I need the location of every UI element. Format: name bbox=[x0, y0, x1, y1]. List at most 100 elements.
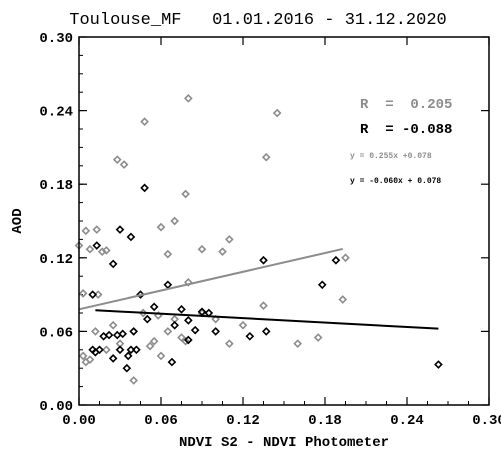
data-point bbox=[261, 152, 271, 162]
data-point bbox=[317, 280, 327, 290]
data-point bbox=[78, 289, 88, 298]
y-tick-label: 0.30 bbox=[39, 31, 73, 47]
x-tick-label: 0.24 bbox=[390, 413, 424, 429]
data-point bbox=[102, 246, 111, 255]
data-point bbox=[190, 325, 200, 335]
tick-layer: 0.00 0.06 0.12 0.18 0.24 0.30 0.00 0.06 0.12 0.18… bbox=[39, 31, 501, 429]
y-tick-label: 0.00 bbox=[39, 399, 73, 415]
data-point bbox=[149, 302, 159, 312]
x-tick-label: 0.30 bbox=[472, 413, 501, 429]
data-point bbox=[181, 189, 190, 199]
data-point bbox=[112, 155, 122, 164]
data-point bbox=[293, 339, 302, 348]
data-point bbox=[197, 244, 207, 254]
x-tick-label: 0.00 bbox=[62, 413, 96, 429]
data-point bbox=[108, 320, 118, 330]
data-point bbox=[167, 357, 177, 367]
data-point bbox=[225, 339, 234, 348]
regression-layer bbox=[78, 247, 439, 330]
data-point bbox=[145, 341, 155, 351]
x-tick-label: 0.06 bbox=[144, 413, 178, 429]
data-point bbox=[434, 360, 443, 369]
data-point bbox=[102, 345, 111, 355]
annotation-eq-gray: y = 0.255x +0.078 bbox=[350, 152, 432, 161]
data-point bbox=[149, 336, 159, 346]
data-point bbox=[313, 333, 323, 342]
x-tick-label: 0.12 bbox=[226, 413, 260, 429]
data-point bbox=[184, 94, 193, 103]
data-point bbox=[126, 345, 136, 355]
data-point bbox=[338, 295, 348, 304]
data-point bbox=[184, 278, 193, 287]
data-point bbox=[259, 301, 268, 310]
annotation-eq-black: y = -0.060x + 0.078 bbox=[350, 177, 441, 186]
annotation-r-gray: R = 0.205 bbox=[360, 97, 452, 113]
data-point bbox=[126, 232, 136, 242]
data-point bbox=[112, 330, 122, 340]
data-point bbox=[259, 255, 268, 265]
x-axis-title: NDVI S2 - NDVI Photometer bbox=[179, 435, 389, 451]
data-point bbox=[225, 235, 234, 244]
data-point bbox=[156, 222, 166, 232]
x-tick-label: 0.18 bbox=[308, 413, 342, 429]
data-point bbox=[140, 117, 149, 126]
data-point bbox=[115, 345, 125, 355]
data-point bbox=[163, 249, 173, 259]
y-tick-label: 0.06 bbox=[39, 325, 73, 341]
data-point bbox=[91, 347, 100, 357]
plot-frame bbox=[78, 36, 490, 406]
data-point bbox=[108, 354, 118, 363]
data-point bbox=[143, 314, 152, 324]
chart-title: Toulouse_MF 01.01.2016 - 31.12.2020 bbox=[69, 11, 446, 30]
y-tick-label: 0.12 bbox=[39, 252, 73, 268]
data-point bbox=[93, 290, 103, 299]
data-point bbox=[156, 351, 166, 361]
data-point bbox=[99, 331, 108, 341]
data-point bbox=[140, 183, 149, 193]
data-point bbox=[211, 314, 220, 324]
data-point bbox=[104, 330, 114, 340]
data-point bbox=[245, 331, 255, 341]
data-point bbox=[115, 225, 125, 234]
data-point bbox=[91, 327, 100, 336]
regression-line bbox=[95, 309, 439, 330]
data-point bbox=[218, 247, 227, 256]
data-point bbox=[88, 290, 97, 299]
y-tick-label: 0.24 bbox=[39, 105, 73, 121]
data-point bbox=[136, 290, 145, 299]
data-point bbox=[95, 345, 104, 355]
data-point bbox=[85, 244, 95, 254]
data-point bbox=[81, 226, 91, 236]
data-point bbox=[119, 160, 129, 169]
data-point bbox=[184, 335, 193, 345]
data-point bbox=[177, 333, 186, 342]
data-point bbox=[331, 255, 341, 265]
data-point bbox=[261, 327, 271, 336]
data-point bbox=[88, 345, 97, 355]
data-point bbox=[92, 225, 102, 234]
data-point bbox=[122, 363, 132, 373]
data-point bbox=[108, 259, 118, 269]
data-point bbox=[272, 108, 282, 118]
data-point bbox=[129, 376, 138, 385]
data-point bbox=[129, 327, 138, 336]
data-point bbox=[118, 329, 128, 339]
data-point bbox=[238, 320, 248, 330]
data-point bbox=[170, 320, 179, 330]
data-point bbox=[85, 355, 95, 364]
annotation-r-black: R = -0.088 bbox=[360, 122, 452, 138]
data-point bbox=[123, 351, 133, 361]
data-point bbox=[177, 304, 186, 314]
y-axis-title: AOD bbox=[10, 208, 26, 233]
data-point bbox=[92, 241, 102, 250]
data-point bbox=[170, 216, 179, 226]
points-layer bbox=[74, 94, 443, 385]
regression-line bbox=[78, 247, 343, 311]
data-point bbox=[341, 253, 350, 263]
data-point bbox=[211, 327, 220, 336]
data-point bbox=[78, 351, 88, 361]
data-point bbox=[163, 327, 173, 336]
data-point bbox=[184, 316, 193, 325]
data-point bbox=[132, 345, 141, 355]
